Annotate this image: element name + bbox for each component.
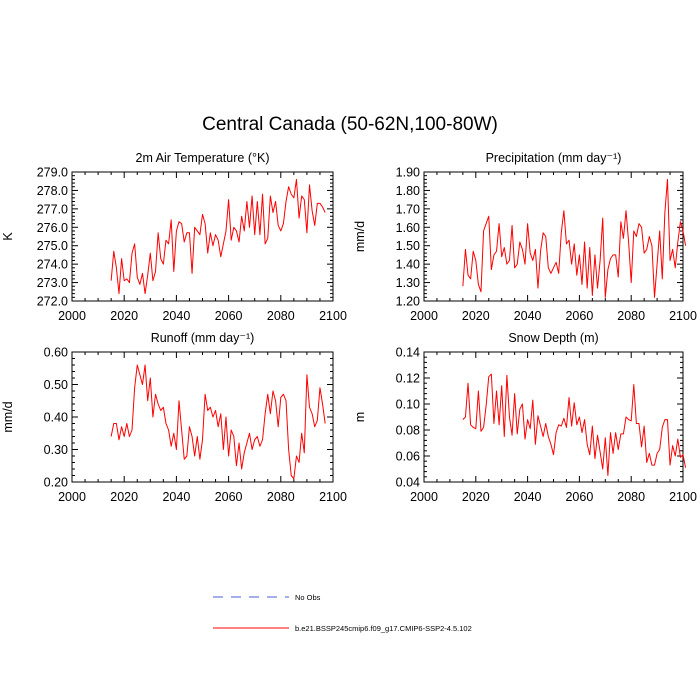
- panel-3-ytick-label-0-20: 0.20: [44, 476, 68, 490]
- panel-4-xtick-label-2020: 2020: [462, 490, 490, 504]
- panel-4-ytick-label-0-08: 0.08: [396, 424, 420, 438]
- panel-2-ytick-label-1-40: 1.40: [396, 258, 420, 272]
- panel-2-ytick-label-1-60: 1.60: [396, 221, 420, 235]
- panel-4-ytick-label-0-14: 0.14: [396, 346, 420, 360]
- panel-2-xtick-label-2100: 2100: [669, 309, 697, 323]
- panel-1-ytick-label-278-0: 278.0: [37, 184, 68, 198]
- panel-3-xtick-label-2040: 2040: [162, 490, 190, 504]
- panel-4-title: Snow Depth (m): [508, 331, 598, 345]
- panel-4-xtick-label-2000: 2000: [410, 490, 438, 504]
- panel-2-xtick-label-2020: 2020: [462, 309, 490, 323]
- panel-4-xtick-label-2100: 2100: [669, 490, 697, 504]
- panel-3-frame: [71, 351, 334, 483]
- panel-1-xtick-label-2020: 2020: [110, 309, 138, 323]
- panel-4-frame: [423, 351, 684, 483]
- panel-1-series-line-1: [110, 178, 326, 295]
- panel-2-ytick-label-1-30: 1.30: [396, 276, 420, 290]
- panel-1-frame: [71, 171, 334, 302]
- panel-1-xtick-label-2040: 2040: [162, 309, 190, 323]
- panel-1-ytick-label-276-0: 276.0: [37, 221, 68, 235]
- panel-1-xtick-label-2100: 2100: [319, 309, 347, 323]
- panel-3-xtick-label-2000: 2000: [58, 490, 86, 504]
- panel-1-ytick-label-273-0: 273.0: [37, 276, 68, 290]
- panel-2-ytick-label-1-20: 1.20: [396, 295, 420, 309]
- page-title: Central Canada (50-62N,100-80W): [202, 114, 498, 135]
- panel-2-series-line-1: [462, 178, 687, 298]
- panel-2-ytick-label-1-80: 1.80: [396, 184, 420, 198]
- panel-4-series-line-1: [462, 373, 687, 476]
- panel-4-xtick-label-2040: 2040: [514, 490, 542, 504]
- panel-3-xtick-label-2100: 2100: [319, 490, 347, 504]
- panel-3-xtick-label-2080: 2080: [267, 490, 295, 504]
- panel-4-ytick-label-0-04: 0.04: [396, 476, 420, 490]
- panel-4-ytick-label-0-10: 0.10: [396, 398, 420, 412]
- panel-1-title: 2m Air Temperature (°K): [136, 151, 270, 165]
- panel-3-series-line-1: [110, 364, 326, 480]
- panel-4-ytick-label-0-06: 0.06: [396, 450, 420, 464]
- panel-2-ylabel: mm/d: [353, 221, 367, 252]
- panel-3-title: Runoff (mm day⁻¹): [151, 331, 255, 345]
- panel-1-ylabel: K: [1, 232, 15, 241]
- panel-4-xtick-label-2060: 2060: [565, 490, 593, 504]
- panel-4-xtick-label-2080: 2080: [617, 490, 645, 504]
- panel-2-ytick-label-1-50: 1.50: [396, 239, 420, 253]
- panel-3-ytick-label-0-50: 0.50: [44, 378, 68, 392]
- panel-3-ytick-label-0-60: 0.60: [44, 346, 68, 360]
- panel-2-xtick-label-2060: 2060: [565, 309, 593, 323]
- panel-4-ytick-label-0-12: 0.12: [396, 372, 420, 386]
- panel-4-ylabel: m: [353, 412, 367, 422]
- panel-2-title: Precipitation (mm day⁻¹): [486, 151, 622, 165]
- panel-2-xtick-label-2000: 2000: [410, 309, 438, 323]
- panel-3-ylabel: mm/d: [1, 401, 15, 432]
- panel-3-xtick-label-2020: 2020: [110, 490, 138, 504]
- panel-2-ytick-label-1-90: 1.90: [396, 166, 420, 180]
- panel-1-ytick-label-277-0: 277.0: [37, 202, 68, 216]
- panel-1-ytick-label-274-0: 274.0: [37, 258, 68, 272]
- panel-1-ytick-label-279-0: 279.0: [37, 166, 68, 180]
- panel-3-xtick-label-2060: 2060: [215, 490, 243, 504]
- panel-2-ytick-label-1-70: 1.70: [396, 202, 420, 216]
- panel-1-ytick-label-272-0: 272.0: [37, 295, 68, 309]
- panel-1-ytick-label-275-0: 275.0: [37, 239, 68, 253]
- panel-1-xtick-label-2060: 2060: [215, 309, 243, 323]
- panel-2-xtick-label-2080: 2080: [617, 309, 645, 323]
- panel-3-ytick-label-0-40: 0.40: [44, 411, 68, 425]
- panel-1-xtick-label-2000: 2000: [58, 309, 86, 323]
- panel-1-xtick-label-2080: 2080: [267, 309, 295, 323]
- panel-2-xtick-label-2040: 2040: [514, 309, 542, 323]
- panel-3-ytick-label-0-30: 0.30: [44, 443, 68, 457]
